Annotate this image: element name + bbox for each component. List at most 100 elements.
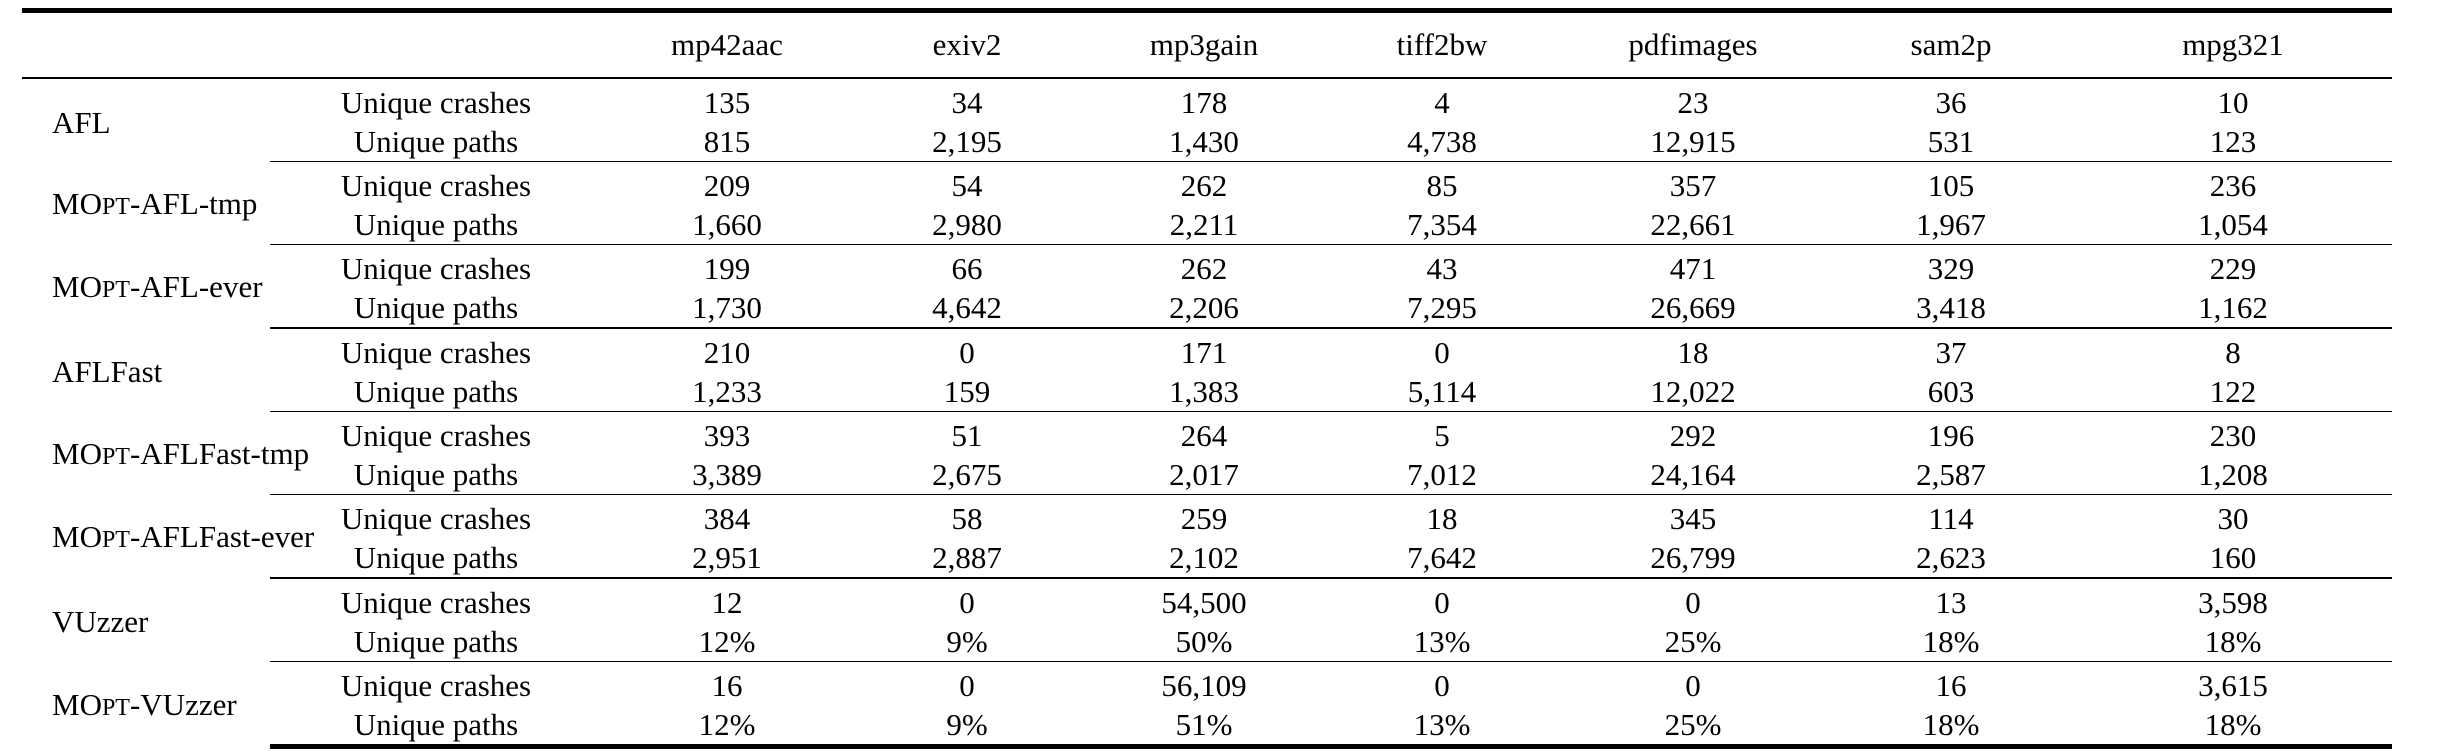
value-cell: 105 <box>1927 168 1975 203</box>
value-cell: 9% <box>852 705 1082 749</box>
value-cell: 2,102 <box>1082 538 1326 579</box>
value-cell: 2,195 <box>852 122 1082 162</box>
value-cell: 230 <box>2209 418 2257 453</box>
value-cell: 1,208 <box>2074 455 2392 495</box>
value-cell: 0 <box>1434 585 1450 620</box>
value-cell: 3,389 <box>602 455 852 495</box>
metric-label: Unique crashes <box>340 668 532 703</box>
value-cell: 0 <box>959 668 975 703</box>
method-name: MOPT-AFL-tmp <box>52 185 258 221</box>
metric-label: Unique crashes <box>340 501 532 536</box>
value-cell: 12,915 <box>1558 122 1828 162</box>
value-cell: 159 <box>852 372 1082 412</box>
method-name: AFLFast <box>52 354 163 390</box>
table-row: VUzzer Unique crashes 12 0 54,500 0 0 13 3,598 <box>22 578 2392 639</box>
results-table: mp42aac exiv2 mp3gain tiff2bw pdfimages sam2p… <box>22 8 2392 749</box>
value-cell: 58 <box>951 501 983 536</box>
metric-label: Unique paths <box>270 122 602 162</box>
value-cell: 13% <box>1326 705 1558 749</box>
value-cell: 0 <box>1434 668 1450 703</box>
method-name: MOPT-AFLFast-ever <box>52 518 315 554</box>
value-cell: 0 <box>1685 585 1701 620</box>
header-cell-empty <box>270 11 602 79</box>
value-cell: 264 <box>1180 418 1228 453</box>
column-header: tiff2bw <box>1396 27 1488 62</box>
value-cell: 531 <box>1828 122 2074 162</box>
value-cell: 25% <box>1558 705 1828 749</box>
value-cell: 123 <box>2074 122 2392 162</box>
value-cell: 13 <box>1935 585 1967 620</box>
metric-label: Unique crashes <box>340 251 532 286</box>
value-cell: 262 <box>1180 168 1228 203</box>
table-row: Unique paths 1,660 2,980 2,211 7,354 22,661 1,… <box>22 205 2392 245</box>
table-row: MOPT-AFL-ever Unique crashes 199 66 262 43 471… <box>22 245 2392 304</box>
value-cell: 210 <box>703 335 751 370</box>
value-cell: 2,587 <box>1828 455 2074 495</box>
value-cell: 0 <box>1434 335 1450 370</box>
value-cell: 54 <box>951 168 983 203</box>
value-cell: 3,598 <box>2198 585 2268 620</box>
value-cell: 18% <box>1828 622 2074 662</box>
table-row: Unique paths 815 2,195 1,430 4,738 12,915 531 1… <box>22 122 2392 162</box>
value-cell: 3,615 <box>2198 668 2268 703</box>
value-cell: 1,430 <box>1082 122 1326 162</box>
value-cell: 7,642 <box>1326 538 1558 579</box>
method-name: VUzzer <box>52 604 149 640</box>
value-cell: 7,012 <box>1326 455 1558 495</box>
value-cell: 1,967 <box>1828 205 2074 245</box>
value-cell: 2,211 <box>1082 205 1326 245</box>
value-cell: 4 <box>1434 85 1450 120</box>
value-cell: 23 <box>1677 85 1709 120</box>
value-cell: 236 <box>2209 168 2257 203</box>
metric-label: Unique paths <box>270 622 602 662</box>
method-name: MOPT-AFL-ever <box>52 268 263 304</box>
table-row: MOPT-VUzzer Unique crashes 16 0 56,109 0 0 16 3,… <box>22 662 2392 722</box>
table-row: MOPT-AFL-tmp Unique crashes 209 54 262 85 357 1… <box>22 162 2392 221</box>
value-cell: 357 <box>1669 168 1717 203</box>
value-cell: 1,054 <box>2074 205 2392 245</box>
value-cell: 30 <box>2217 501 2249 536</box>
metric-label: Unique paths <box>270 288 602 329</box>
table-row: MOPT-AFLFast-tmp Unique crashes 393 51 264 5 2… <box>22 412 2392 471</box>
value-cell: 2,951 <box>602 538 852 579</box>
value-cell: 393 <box>703 418 751 453</box>
value-cell: 18 <box>1677 335 1709 370</box>
value-cell: 56,109 <box>1161 668 1247 703</box>
method-name: AFL <box>52 104 111 140</box>
value-cell: 13% <box>1326 622 1558 662</box>
table-row: MOPT-AFLFast-ever Unique crashes 384 58 259 1… <box>22 495 2392 554</box>
value-cell: 209 <box>703 168 751 203</box>
value-cell: 1,660 <box>602 205 852 245</box>
value-cell: 5 <box>1434 418 1450 453</box>
value-cell: 199 <box>703 251 751 286</box>
value-cell: 18 <box>1426 501 1458 536</box>
value-cell: 815 <box>602 122 852 162</box>
value-cell: 43 <box>1426 251 1458 286</box>
value-cell: 18% <box>2074 622 2392 662</box>
column-header: pdfimages <box>1628 27 1758 62</box>
value-cell: 2,623 <box>1828 538 2074 579</box>
value-cell: 16 <box>711 668 743 703</box>
value-cell: 25% <box>1558 622 1828 662</box>
value-cell: 26,799 <box>1558 538 1828 579</box>
value-cell: 26,669 <box>1558 288 1828 329</box>
method-name: MOPT-AFLFast-tmp <box>52 435 310 471</box>
value-cell: 122 <box>2074 372 2392 412</box>
value-cell: 1,730 <box>602 288 852 329</box>
value-cell: 2,887 <box>852 538 1082 579</box>
table-row: Unique paths 12% 9% 50% 13% 25% 18% 18% <box>22 622 2392 662</box>
value-cell: 171 <box>1180 335 1228 370</box>
metric-label: Unique paths <box>270 205 602 245</box>
value-cell: 1,162 <box>2074 288 2392 329</box>
value-cell: 292 <box>1669 418 1717 453</box>
column-header: sam2p <box>1910 27 1992 62</box>
table-row: Unique paths 12% 9% 51% 13% 25% 18% 18% <box>22 705 2392 749</box>
metric-label: Unique crashes <box>340 168 532 203</box>
value-cell: 0 <box>959 585 975 620</box>
column-header: mp42aac <box>671 27 783 62</box>
header-cell-empty <box>22 11 270 79</box>
value-cell: 12% <box>602 622 852 662</box>
value-cell: 24,164 <box>1558 455 1828 495</box>
value-cell: 178 <box>1180 85 1228 120</box>
value-cell: 12,022 <box>1558 372 1828 412</box>
